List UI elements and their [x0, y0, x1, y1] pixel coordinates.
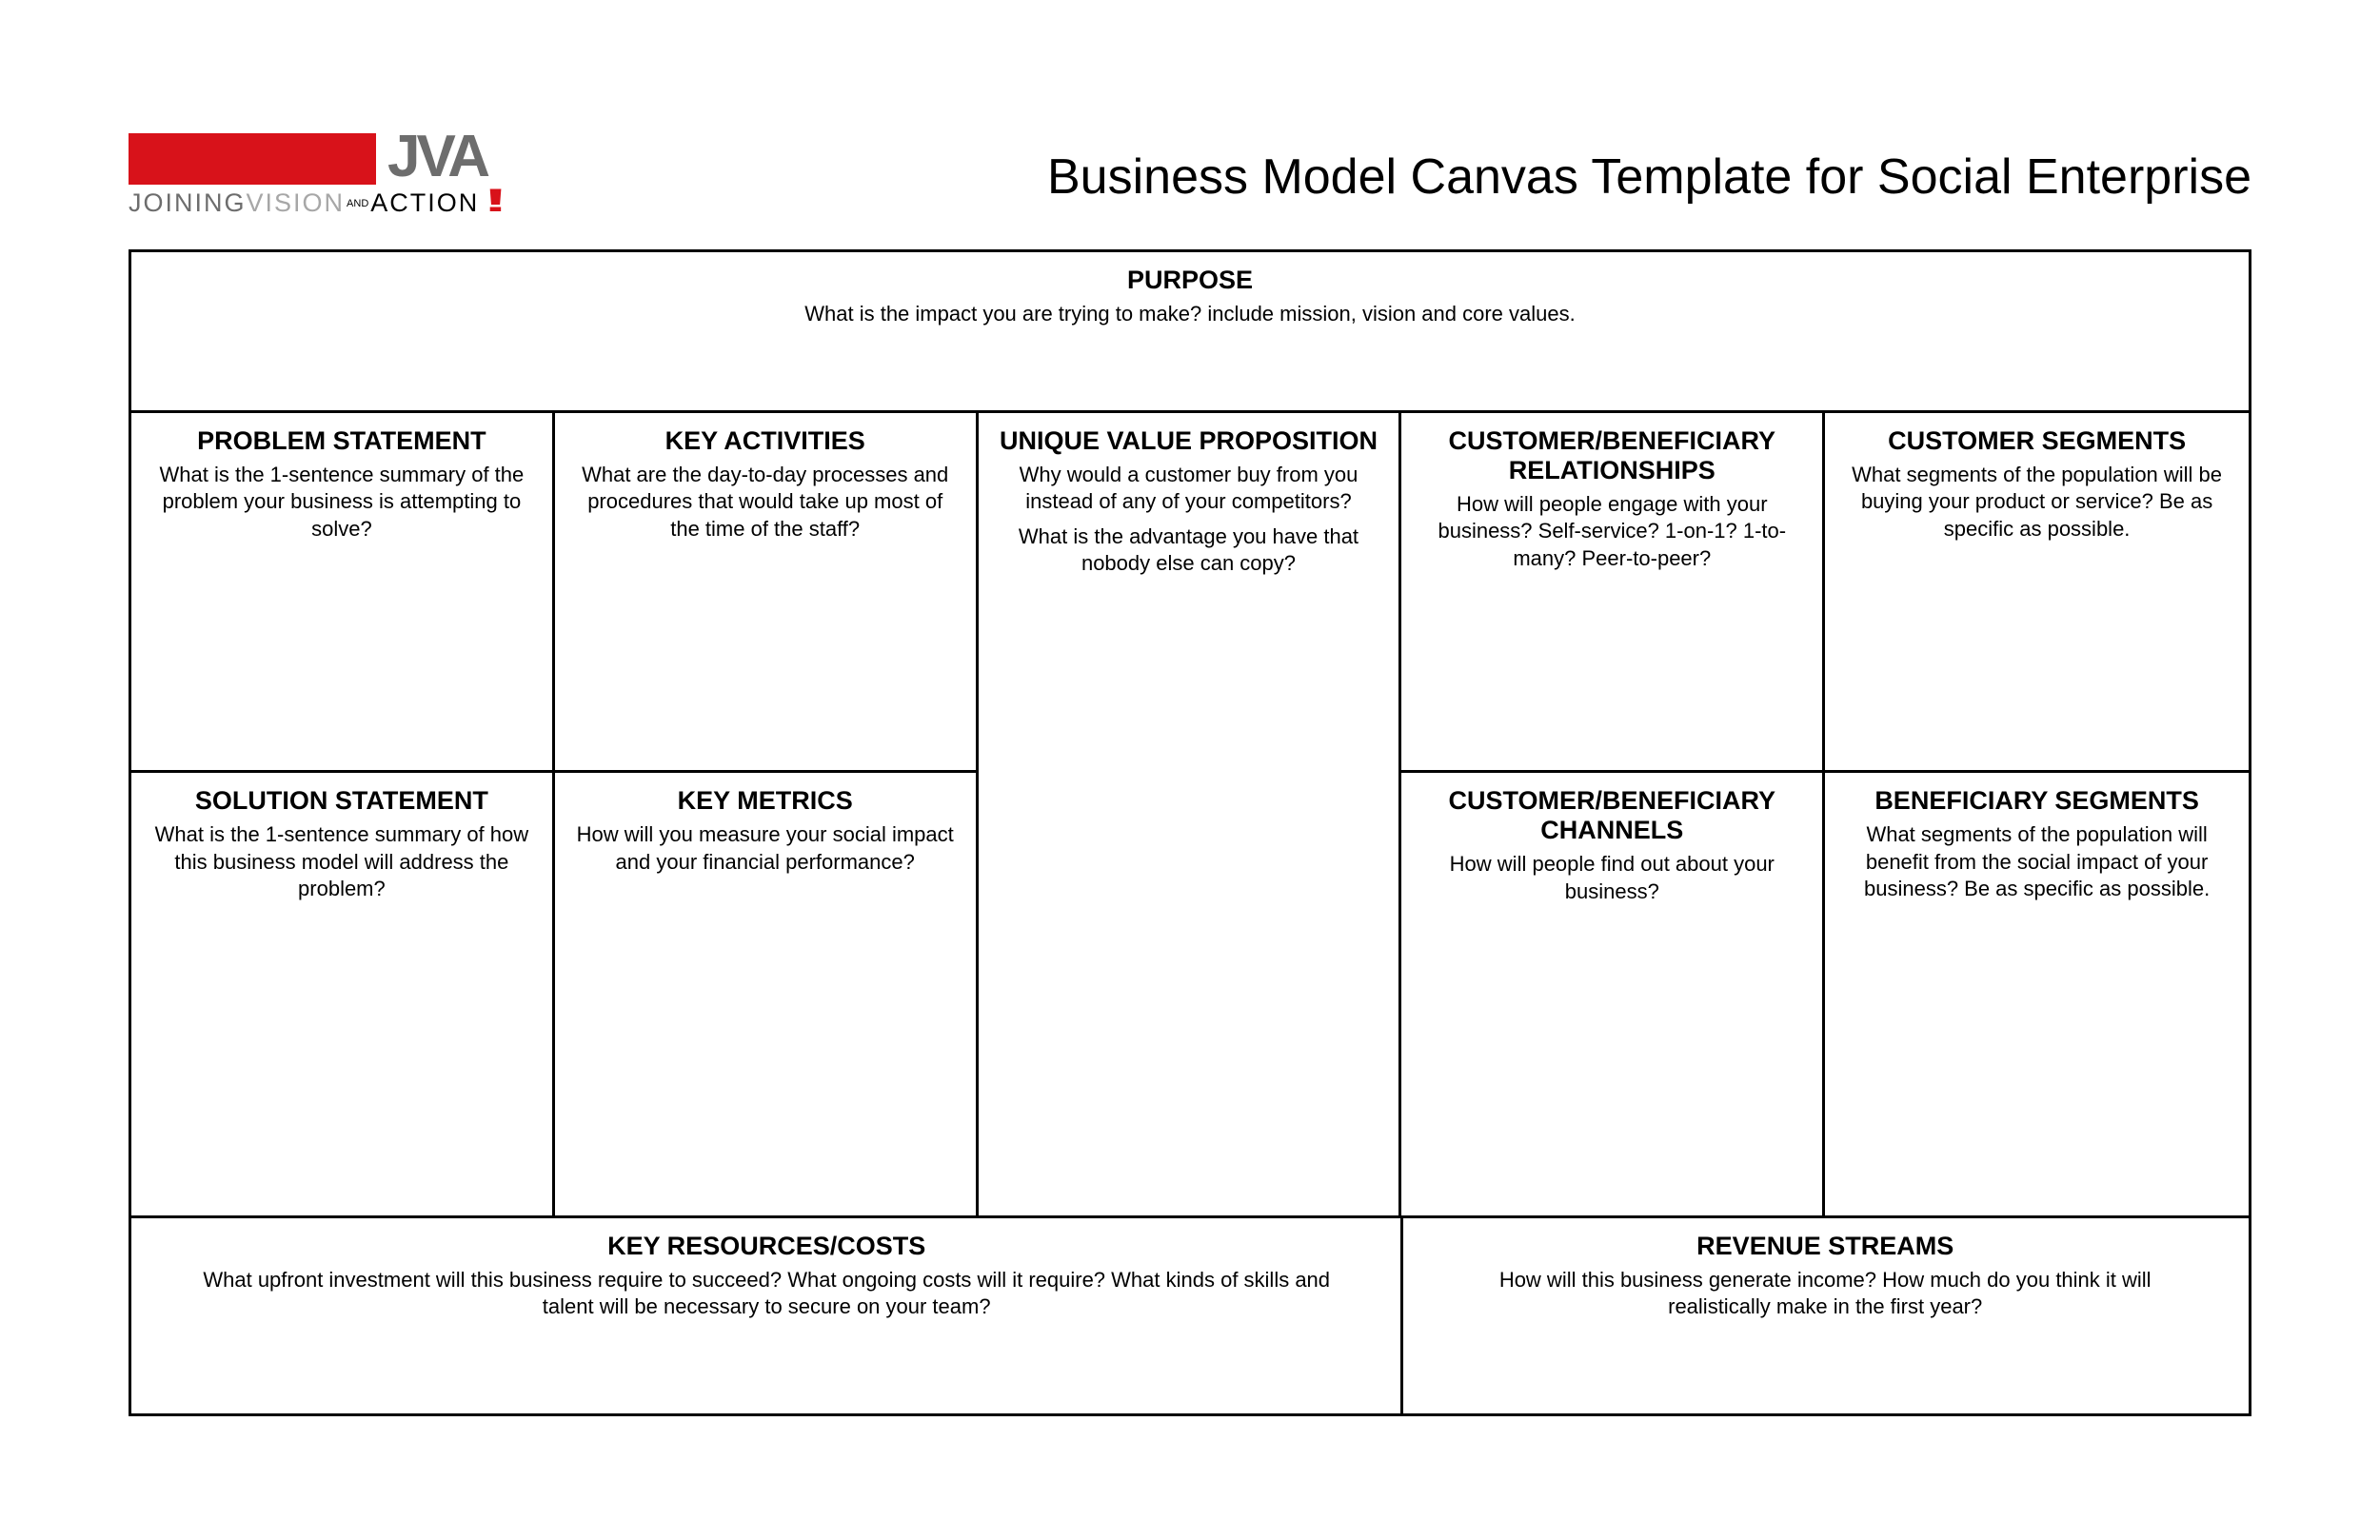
cell-solution-statement: SOLUTION STATEMENT What is the 1-sentenc…: [131, 773, 555, 1218]
cell-key-resources-title: KEY RESOURCES/COSTS: [198, 1232, 1335, 1261]
logo-tagline: JOININGVISIONANDACTION!: [129, 188, 493, 218]
cell-key-resources-costs: KEY RESOURCES/COSTS What upfront investm…: [131, 1218, 1401, 1413]
cell-key-metrics-title: KEY METRICS: [572, 786, 959, 816]
tagline-vision: VISION: [247, 188, 346, 217]
cell-problem-desc: What is the 1-sentence summary of the pr…: [149, 462, 535, 542]
logo-exclaim-icon: !: [483, 191, 506, 210]
cell-revenue-title: REVENUE STREAMS: [1449, 1232, 2201, 1261]
cell-key-resources-desc: What upfront investment will this busine…: [198, 1267, 1335, 1320]
cell-revenue-desc: How will this business generate income? …: [1449, 1267, 2201, 1320]
cell-channels-title: CUSTOMER/BENEFICIARY CHANNELS: [1418, 786, 1805, 845]
cell-uvp-desc: Why would a customer buy from you instea…: [996, 462, 1382, 515]
cell-key-metrics-desc: How will you measure your social impact …: [572, 821, 959, 875]
cell-key-metrics: KEY METRICS How will you measure your so…: [555, 773, 979, 1218]
cell-beneficiary-segments: BENEFICIARY SEGMENTS What segments of th…: [1825, 773, 2249, 1218]
cell-beneficiary-segments-desc: What segments of the population will ben…: [1842, 821, 2231, 901]
cell-purpose-desc: What is the impact you are trying to mak…: [149, 301, 2231, 327]
cell-relationships-desc: How will people engage with your busines…: [1418, 491, 1805, 571]
tagline-joining: JOINING: [129, 188, 247, 217]
cell-customer-segments-title: CUSTOMER SEGMENTS: [1842, 426, 2231, 456]
canvas-grid: PURPOSE What is the impact you are tryin…: [129, 249, 2251, 1416]
page: JVA JOININGVISIONANDACTION! Business Mod…: [0, 0, 2380, 1540]
logo-letters: JVA: [387, 128, 486, 187]
tagline-action: ACTION: [370, 188, 479, 217]
cell-uvp-desc2: What is the advantage you have that nobo…: [996, 523, 1382, 577]
page-title: Business Model Canvas Template for Socia…: [1047, 148, 2251, 206]
tagline-and: AND: [347, 200, 368, 208]
cell-relationships: CUSTOMER/BENEFICIARY RELATIONSHIPS How w…: [1401, 413, 1825, 773]
cell-channels: CUSTOMER/BENEFICIARY CHANNELS How will p…: [1401, 773, 1825, 1218]
cell-beneficiary-segments-title: BENEFICIARY SEGMENTS: [1842, 786, 2231, 816]
cell-key-activities-desc: What are the day-to-day processes and pr…: [572, 462, 959, 542]
cell-channels-desc: How will people find out about your busi…: [1418, 851, 1805, 904]
cell-problem-title: PROBLEM STATEMENT: [149, 426, 535, 456]
cell-purpose: PURPOSE What is the impact you are tryin…: [131, 252, 2249, 413]
logo-red-bar: [129, 133, 376, 185]
cell-unique-value-proposition: UNIQUE VALUE PROPOSITION Why would a cus…: [979, 413, 1402, 1218]
cell-solution-title: SOLUTION STATEMENT: [149, 786, 535, 816]
cell-problem-statement: PROBLEM STATEMENT What is the 1-sentence…: [131, 413, 555, 773]
cell-uvp-title: UNIQUE VALUE PROPOSITION: [996, 426, 1382, 456]
cell-revenue-streams: REVENUE STREAMS How will this business g…: [1401, 1218, 2249, 1413]
cell-relationships-title: CUSTOMER/BENEFICIARY RELATIONSHIPS: [1418, 426, 1805, 485]
cell-key-activities: KEY ACTIVITIES What are the day-to-day p…: [555, 413, 979, 773]
cell-customer-segments: CUSTOMER SEGMENTS What segments of the p…: [1825, 413, 2249, 773]
cell-solution-desc: What is the 1-sentence summary of how th…: [149, 821, 535, 901]
jva-logo: JVA JOININGVISIONANDACTION!: [129, 133, 538, 228]
header: JVA JOININGVISIONANDACTION! Business Mod…: [129, 133, 2251, 238]
cell-key-activities-title: KEY ACTIVITIES: [572, 426, 959, 456]
cell-purpose-title: PURPOSE: [149, 266, 2231, 295]
cell-customer-segments-desc: What segments of the population will be …: [1842, 462, 2231, 542]
